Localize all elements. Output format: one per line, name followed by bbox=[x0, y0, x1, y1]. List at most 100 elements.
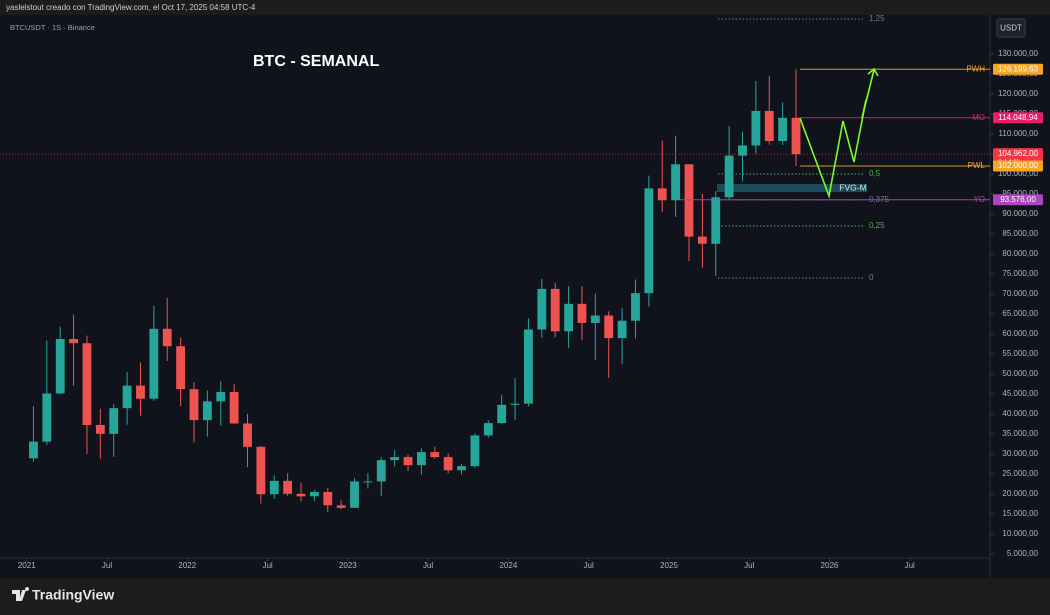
y-tick-label: 40.000,00 bbox=[1002, 409, 1038, 418]
candle-body bbox=[229, 391, 239, 424]
x-tick-label: Jul bbox=[423, 561, 433, 570]
fib-label: 1,25 bbox=[869, 14, 885, 23]
currency-box bbox=[996, 18, 1026, 38]
price-tag-label: 104.962,00 bbox=[998, 149, 1039, 158]
candle-body bbox=[697, 236, 707, 244]
candle-body bbox=[269, 480, 279, 495]
candle-body bbox=[403, 457, 413, 466]
y-tick-label: 30.000,00 bbox=[1002, 449, 1038, 458]
candle-body bbox=[189, 389, 199, 421]
price-tag-label: 102.000,00 bbox=[998, 161, 1039, 170]
y-tick-label: 80.000,00 bbox=[1002, 249, 1038, 258]
x-tick-label: 2022 bbox=[178, 561, 196, 570]
projection-path bbox=[799, 69, 875, 199]
candle-body bbox=[724, 155, 734, 198]
candle-body bbox=[684, 164, 694, 237]
candle-body bbox=[216, 391, 226, 402]
y-tick-label: 5.000,00 bbox=[1007, 549, 1039, 558]
price-tag-label: 126.199,63 bbox=[998, 64, 1039, 73]
fvg-label: FVG-M bbox=[839, 182, 866, 192]
chart-panel bbox=[0, 15, 1050, 578]
y-tick-label: 70.000,00 bbox=[1002, 289, 1038, 298]
y-tick-label: 75.000,00 bbox=[1002, 269, 1038, 278]
x-tick-label: Jul bbox=[262, 561, 272, 570]
y-tick-label: 15.000,00 bbox=[1002, 509, 1038, 518]
candle-body bbox=[283, 480, 293, 494]
fib-label: 0 bbox=[869, 273, 874, 282]
fib-label: 0,25 bbox=[869, 221, 885, 230]
level-name: PWH bbox=[966, 64, 985, 73]
x-tick-label: Jul bbox=[905, 561, 915, 570]
candle-body bbox=[417, 452, 426, 466]
candle-body bbox=[564, 303, 573, 332]
fvg-zone bbox=[717, 184, 867, 192]
y-tick-label: 10.000,00 bbox=[1002, 529, 1038, 538]
x-tick-label: 2026 bbox=[821, 561, 839, 570]
candle-body bbox=[443, 457, 453, 471]
candle-body bbox=[617, 320, 627, 339]
y-tick-label: 130.000,00 bbox=[998, 49, 1039, 58]
candle-body bbox=[390, 457, 400, 461]
currency: USDT bbox=[1000, 24, 1022, 33]
candle-body bbox=[657, 188, 667, 201]
candle-body bbox=[350, 481, 359, 508]
candle-body bbox=[778, 117, 788, 142]
level-name: PWL bbox=[968, 161, 986, 170]
y-tick-label: 65.000,00 bbox=[1002, 309, 1038, 318]
y-tick-label: 95.000,00 bbox=[1002, 189, 1038, 198]
x-tick-label: 2023 bbox=[339, 561, 357, 570]
footer-logo bbox=[12, 587, 30, 601]
candle-body bbox=[149, 328, 159, 399]
candle-body bbox=[550, 288, 560, 332]
candle-body bbox=[136, 385, 145, 399]
candle-body bbox=[162, 328, 172, 347]
x-tick-label: Jul bbox=[744, 561, 754, 570]
candle-body bbox=[430, 452, 440, 458]
candle-body bbox=[644, 188, 654, 294]
candle-body bbox=[29, 441, 38, 459]
candle-body bbox=[510, 403, 520, 405]
candle-body bbox=[376, 460, 386, 482]
candle-body bbox=[483, 423, 493, 436]
price-tag bbox=[993, 112, 1043, 124]
candle-body bbox=[109, 408, 119, 434]
x-tick-label: 2025 bbox=[660, 561, 678, 570]
price-tag bbox=[993, 160, 1043, 172]
y-tick-label: 85.000,00 bbox=[1002, 229, 1038, 238]
level-name: YO bbox=[973, 195, 985, 204]
candle-body bbox=[363, 481, 373, 483]
footer-brand: TradingView bbox=[32, 587, 114, 603]
candle-body bbox=[82, 343, 92, 425]
candle-body bbox=[42, 393, 52, 442]
candle-body bbox=[751, 110, 761, 146]
x-tick-label: 2024 bbox=[499, 561, 517, 570]
level-name: MO bbox=[972, 113, 985, 122]
price-tag bbox=[993, 63, 1043, 75]
candle-body bbox=[202, 401, 212, 421]
fib-label: 0,5 bbox=[869, 169, 881, 178]
candle-body bbox=[323, 492, 333, 506]
candle-body bbox=[711, 197, 721, 244]
candle-body bbox=[470, 435, 480, 467]
y-tick-label: 110.000,00 bbox=[999, 129, 1039, 138]
y-tick-label: 60.000,00 bbox=[1002, 329, 1038, 338]
chart-title: BTC - SEMANAL bbox=[253, 53, 379, 70]
price-tag-label: 93.576,00 bbox=[1000, 195, 1036, 204]
symbol-line: BTCUSDT · 1S · Binance bbox=[10, 23, 95, 32]
y-tick-label: 25.000,00 bbox=[1002, 469, 1038, 478]
x-tick-label: Jul bbox=[102, 561, 112, 570]
y-tick-label: 90.000,00 bbox=[1002, 209, 1038, 218]
candle-body bbox=[55, 339, 65, 394]
y-tick-label: 35.000,00 bbox=[1002, 429, 1038, 438]
candle-body bbox=[577, 303, 587, 323]
price-tag bbox=[993, 194, 1043, 206]
price-tag-label: 114.048,94 bbox=[998, 113, 1038, 122]
candle-body bbox=[95, 424, 105, 434]
candle-body bbox=[243, 423, 252, 447]
candle-body bbox=[631, 293, 640, 321]
candle-body bbox=[296, 493, 306, 497]
author-line: yaslelstout creado con TradingView.com, … bbox=[6, 3, 256, 12]
y-tick-label: 20.000,00 bbox=[1002, 489, 1038, 498]
